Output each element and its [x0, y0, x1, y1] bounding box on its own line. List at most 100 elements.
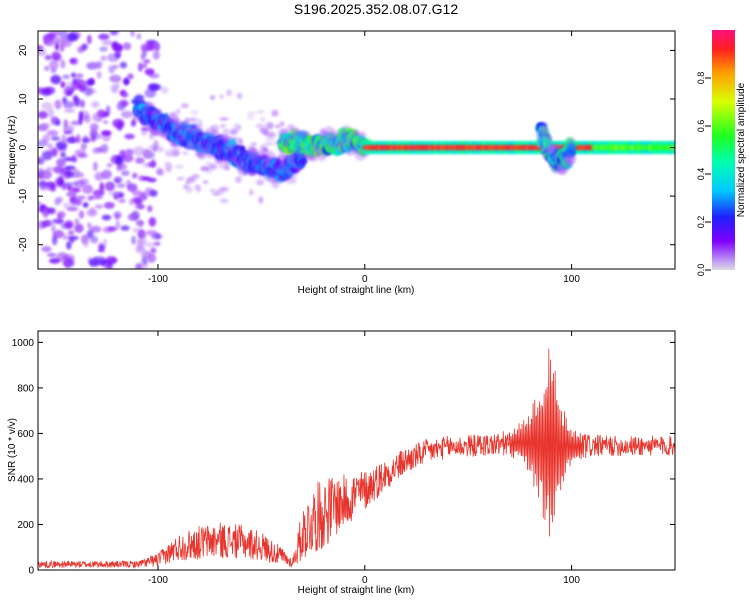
- y-tick-label: 600: [17, 429, 34, 440]
- spectrogram-cell: [205, 127, 217, 138]
- spectrogram-cell: [180, 103, 189, 109]
- spectrogram-cell: [94, 204, 104, 209]
- spectrogram-cell: [110, 31, 120, 37]
- spectrogram-cell: [70, 134, 75, 143]
- colorbar-ticks: 0.0 0.2 0.4 0.6 0.8: [696, 72, 711, 276]
- spectrogram-cell: [87, 195, 94, 201]
- spectrogram-cell: [127, 214, 136, 221]
- spectrogram-cell: [74, 198, 82, 206]
- spectrogram-cell: [65, 81, 74, 91]
- spectrogram-cell: [256, 110, 265, 114]
- spectrogram-cell: [74, 73, 84, 79]
- spectrogram-cell: [222, 128, 230, 132]
- spectrogram-cell: [246, 111, 257, 116]
- spectrogram-cell: [46, 252, 57, 258]
- spectrogram-cell: [135, 157, 145, 164]
- spectrogram-cell: [137, 62, 143, 72]
- spectrogram-cell: [91, 101, 100, 108]
- spectrogram-y-axis-label: Frequency (Hz): [7, 116, 18, 185]
- spectrogram-cell: [124, 133, 135, 140]
- spectrogram-cell: [219, 186, 229, 192]
- spectrogram-cell: [74, 218, 80, 225]
- spectrogram-cell: [60, 36, 69, 45]
- spectrogram-cell: [38, 87, 46, 95]
- spectrogram-cell: [136, 33, 142, 40]
- x-tick-label: 100: [563, 575, 580, 586]
- spectrogram-cell: [256, 179, 265, 186]
- colorbar: 0.0 0.2 0.4 0.6 0.8 Normalized spectral ampl…: [696, 30, 747, 276]
- spectrogram-cell: [66, 241, 72, 250]
- spectrogram-cell: [545, 135, 553, 147]
- spectrogram-cell: [86, 78, 95, 86]
- spectrogram-cell: [48, 60, 59, 71]
- spectrogram-cell: [250, 142, 257, 146]
- spectrogram-cell: [120, 170, 130, 177]
- spectrogram-cell: [115, 220, 121, 230]
- spectrogram-cell: [100, 55, 107, 61]
- spectrogram-cell: [96, 109, 106, 118]
- spectrogram-cell: [44, 181, 57, 188]
- spectrogram-cell: [160, 86, 169, 94]
- spectrogram-cell: [174, 164, 184, 169]
- spectrogram-cell: [44, 220, 55, 226]
- spectrogram-cell: [82, 238, 89, 248]
- spectrogram-cell: [124, 77, 129, 85]
- spectrogram-cell: [132, 190, 143, 197]
- spectrogram-cell: [190, 109, 199, 116]
- spectrogram-cell: [297, 158, 307, 166]
- spectrogram-cell: [61, 184, 68, 190]
- spectrogram-cell: [71, 156, 78, 164]
- spectrogram-cell: [67, 235, 79, 241]
- spectrogram-cell: [130, 120, 136, 127]
- colorbar-tick-label: 0.8: [696, 72, 706, 85]
- spectrogram-cell: [53, 36, 62, 45]
- spectrogram-cell: [171, 151, 179, 157]
- spectrogram-cell: [101, 39, 114, 46]
- spectrogram-cell: [42, 208, 49, 219]
- spectrogram-cell: [63, 125, 75, 133]
- spectrogram-cell: [43, 36, 49, 45]
- spectrogram-cell: [148, 217, 157, 227]
- spectrogram-cell: [86, 229, 94, 239]
- spectrogram-cell: [107, 53, 120, 62]
- spectrogram-cell: [92, 147, 103, 154]
- spectrogram-cell: [136, 204, 146, 210]
- spectrogram-cell: [72, 181, 78, 187]
- spectrogram-cell: [219, 162, 229, 170]
- y-tick-label: 0: [28, 566, 34, 577]
- spectrogram-cell: [44, 54, 52, 61]
- spectrogram-cell: [233, 123, 241, 131]
- spectrogram-cell: [135, 220, 145, 226]
- spectrogram-cell: [285, 176, 297, 184]
- spectrogram-cell: [96, 70, 102, 79]
- spectrogram-cell: [101, 169, 112, 180]
- spectrogram-cell: [118, 198, 126, 203]
- spectrogram-cell: [116, 164, 121, 172]
- spectrogram-cell: [50, 68, 57, 74]
- spectrogram-cell: [52, 235, 58, 246]
- spectrogram-cell: [182, 151, 189, 156]
- spectrogram-cell: [40, 122, 51, 128]
- spectrogram-cell: [62, 96, 67, 104]
- spectrogram-cell: [46, 130, 59, 137]
- spectrogram-cell: [56, 119, 61, 126]
- spectrogram-cell: [90, 206, 95, 215]
- spectrogram-cell: [140, 43, 150, 52]
- spectrogram-cell: [151, 233, 163, 240]
- spectrogram-cell: [71, 187, 82, 193]
- spectrogram-cell: [41, 150, 53, 161]
- x-tick-label: 0: [362, 575, 368, 586]
- spectrogram-cell: [82, 202, 89, 208]
- spectrogram-cell: [49, 257, 61, 264]
- spectrogram-cell: [97, 117, 103, 122]
- spectrogram-cell: [209, 95, 216, 100]
- spectrogram-cell: [102, 226, 113, 233]
- spectrogram-cell: [191, 174, 200, 179]
- spectrogram-cell: [60, 81, 66, 88]
- spectrogram-cell: [112, 191, 125, 199]
- spectrogram-x-ticks: -100 0 100: [148, 31, 580, 285]
- spectrogram-cell: [141, 261, 148, 269]
- spectrogram-cell: [68, 229, 75, 236]
- spectrogram-cell: [87, 222, 92, 229]
- snr-series-line: [38, 348, 675, 570]
